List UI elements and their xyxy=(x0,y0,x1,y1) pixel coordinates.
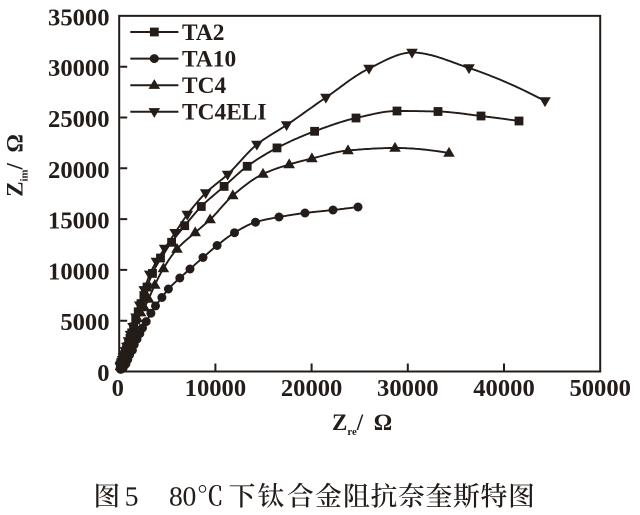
svg-text:TC4: TC4 xyxy=(182,73,226,99)
svg-text:0: 0 xyxy=(112,375,124,402)
svg-text:20000: 20000 xyxy=(281,375,342,402)
svg-text:20000: 20000 xyxy=(48,157,109,184)
svg-text:25000: 25000 xyxy=(48,106,109,133)
svg-text:15000: 15000 xyxy=(48,208,109,235)
svg-text:10000: 10000 xyxy=(48,258,109,285)
svg-text:Zim/Ω: Zim/Ω xyxy=(3,134,31,197)
svg-text:Zre/Ω: Zre/Ω xyxy=(332,410,392,438)
svg-text:10000: 10000 xyxy=(185,375,246,402)
svg-text:30000: 30000 xyxy=(377,375,438,402)
svg-text:5000: 5000 xyxy=(60,309,109,336)
svg-text:TC4ELI: TC4ELI xyxy=(182,100,267,126)
svg-text:50000: 50000 xyxy=(569,375,630,402)
svg-text:30000: 30000 xyxy=(48,55,109,82)
svg-text:40000: 40000 xyxy=(473,375,534,402)
svg-text:35000: 35000 xyxy=(48,4,109,31)
svg-text:TA10: TA10 xyxy=(182,46,236,72)
svg-text:0: 0 xyxy=(97,360,109,387)
svg-text:TA2: TA2 xyxy=(182,20,224,46)
